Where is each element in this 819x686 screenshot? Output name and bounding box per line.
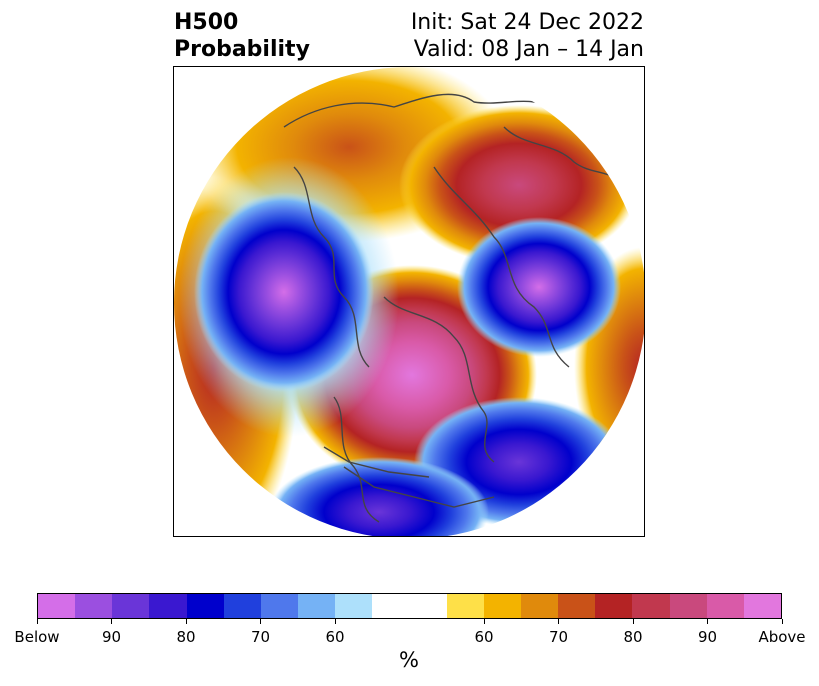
colorbar-segment-below-2 — [112, 594, 150, 618]
colorbar-segment-below-7 — [298, 594, 336, 618]
anomaly-low-east — [457, 217, 621, 357]
colorbar-tick-mark — [260, 619, 261, 624]
colorbar-tick-label: 60 — [325, 628, 345, 646]
colorbar-segment-above-3 — [558, 594, 596, 618]
colorbar-segment-below-0 — [38, 594, 76, 618]
colorbar-tick-mark — [111, 619, 112, 624]
colorbar-tick-mark — [781, 619, 783, 624]
anomaly-low-west — [194, 192, 374, 392]
colorbar-segment-below-3 — [149, 594, 187, 618]
valid-range: Valid: 08 Jan – 14 Jan — [413, 37, 644, 62]
colorbar-segment-below-1 — [75, 594, 113, 618]
init-date: Init: Sat 24 Dec 2022 — [410, 10, 644, 35]
map-title: H500 Probability — [174, 9, 310, 63]
colorbar-unit: % — [399, 648, 419, 672]
map-dates: Init: Sat 24 Dec 2022 Valid: 08 Jan – 14… — [411, 9, 644, 63]
colorbar-segment-below-5 — [223, 594, 261, 618]
colorbar-segment-below-8 — [335, 594, 373, 618]
colorbar-tick-label: 70 — [250, 628, 271, 646]
colorbar-segment-above-1 — [483, 594, 522, 618]
colorbar-tick-label: 70 — [548, 628, 569, 646]
colorbar-segment-below-4 — [186, 594, 224, 618]
title-variable: H500 — [174, 10, 239, 35]
colorbar-tick-label: 90 — [101, 628, 122, 646]
colorbar-segment-above-8 — [743, 594, 782, 618]
colorbar-segment-above-2 — [521, 594, 559, 618]
colorbar-segment-above-4 — [595, 594, 633, 618]
anomaly-low-south — [269, 457, 489, 536]
colorbar-tick-label: 80 — [176, 628, 196, 646]
map-canvas — [174, 67, 644, 536]
colorbar-tick-mark — [632, 619, 634, 624]
colorbar-tick-mark — [558, 619, 559, 624]
colorbar-tick-mark — [483, 619, 485, 624]
colorbar-segment-above-0 — [446, 594, 484, 618]
probability-map — [173, 66, 645, 537]
colorbar-tick-label: Below — [14, 628, 60, 646]
colorbar-segment-neutral — [372, 594, 447, 618]
colorbar-tick-mark — [707, 619, 708, 624]
colorbar-tick-label: 90 — [697, 628, 718, 646]
colorbar-tick-mark — [185, 619, 187, 624]
colorbar-segment-below-6 — [260, 594, 299, 618]
colorbar-tick-label: 80 — [623, 628, 643, 646]
colorbar — [37, 593, 782, 619]
title-quantity: Probability — [174, 37, 310, 62]
colorbar-tick-label: 60 — [474, 628, 494, 646]
colorbar-tick-mark — [334, 619, 336, 624]
anomaly-high-northeast — [399, 105, 639, 265]
colorbar-tick-label: Above — [758, 628, 806, 646]
colorbar-segment-above-5 — [632, 594, 670, 618]
colorbar-segment-above-6 — [669, 594, 707, 618]
colorbar-tick-mark — [36, 619, 38, 624]
colorbar-segment-above-7 — [706, 594, 744, 618]
